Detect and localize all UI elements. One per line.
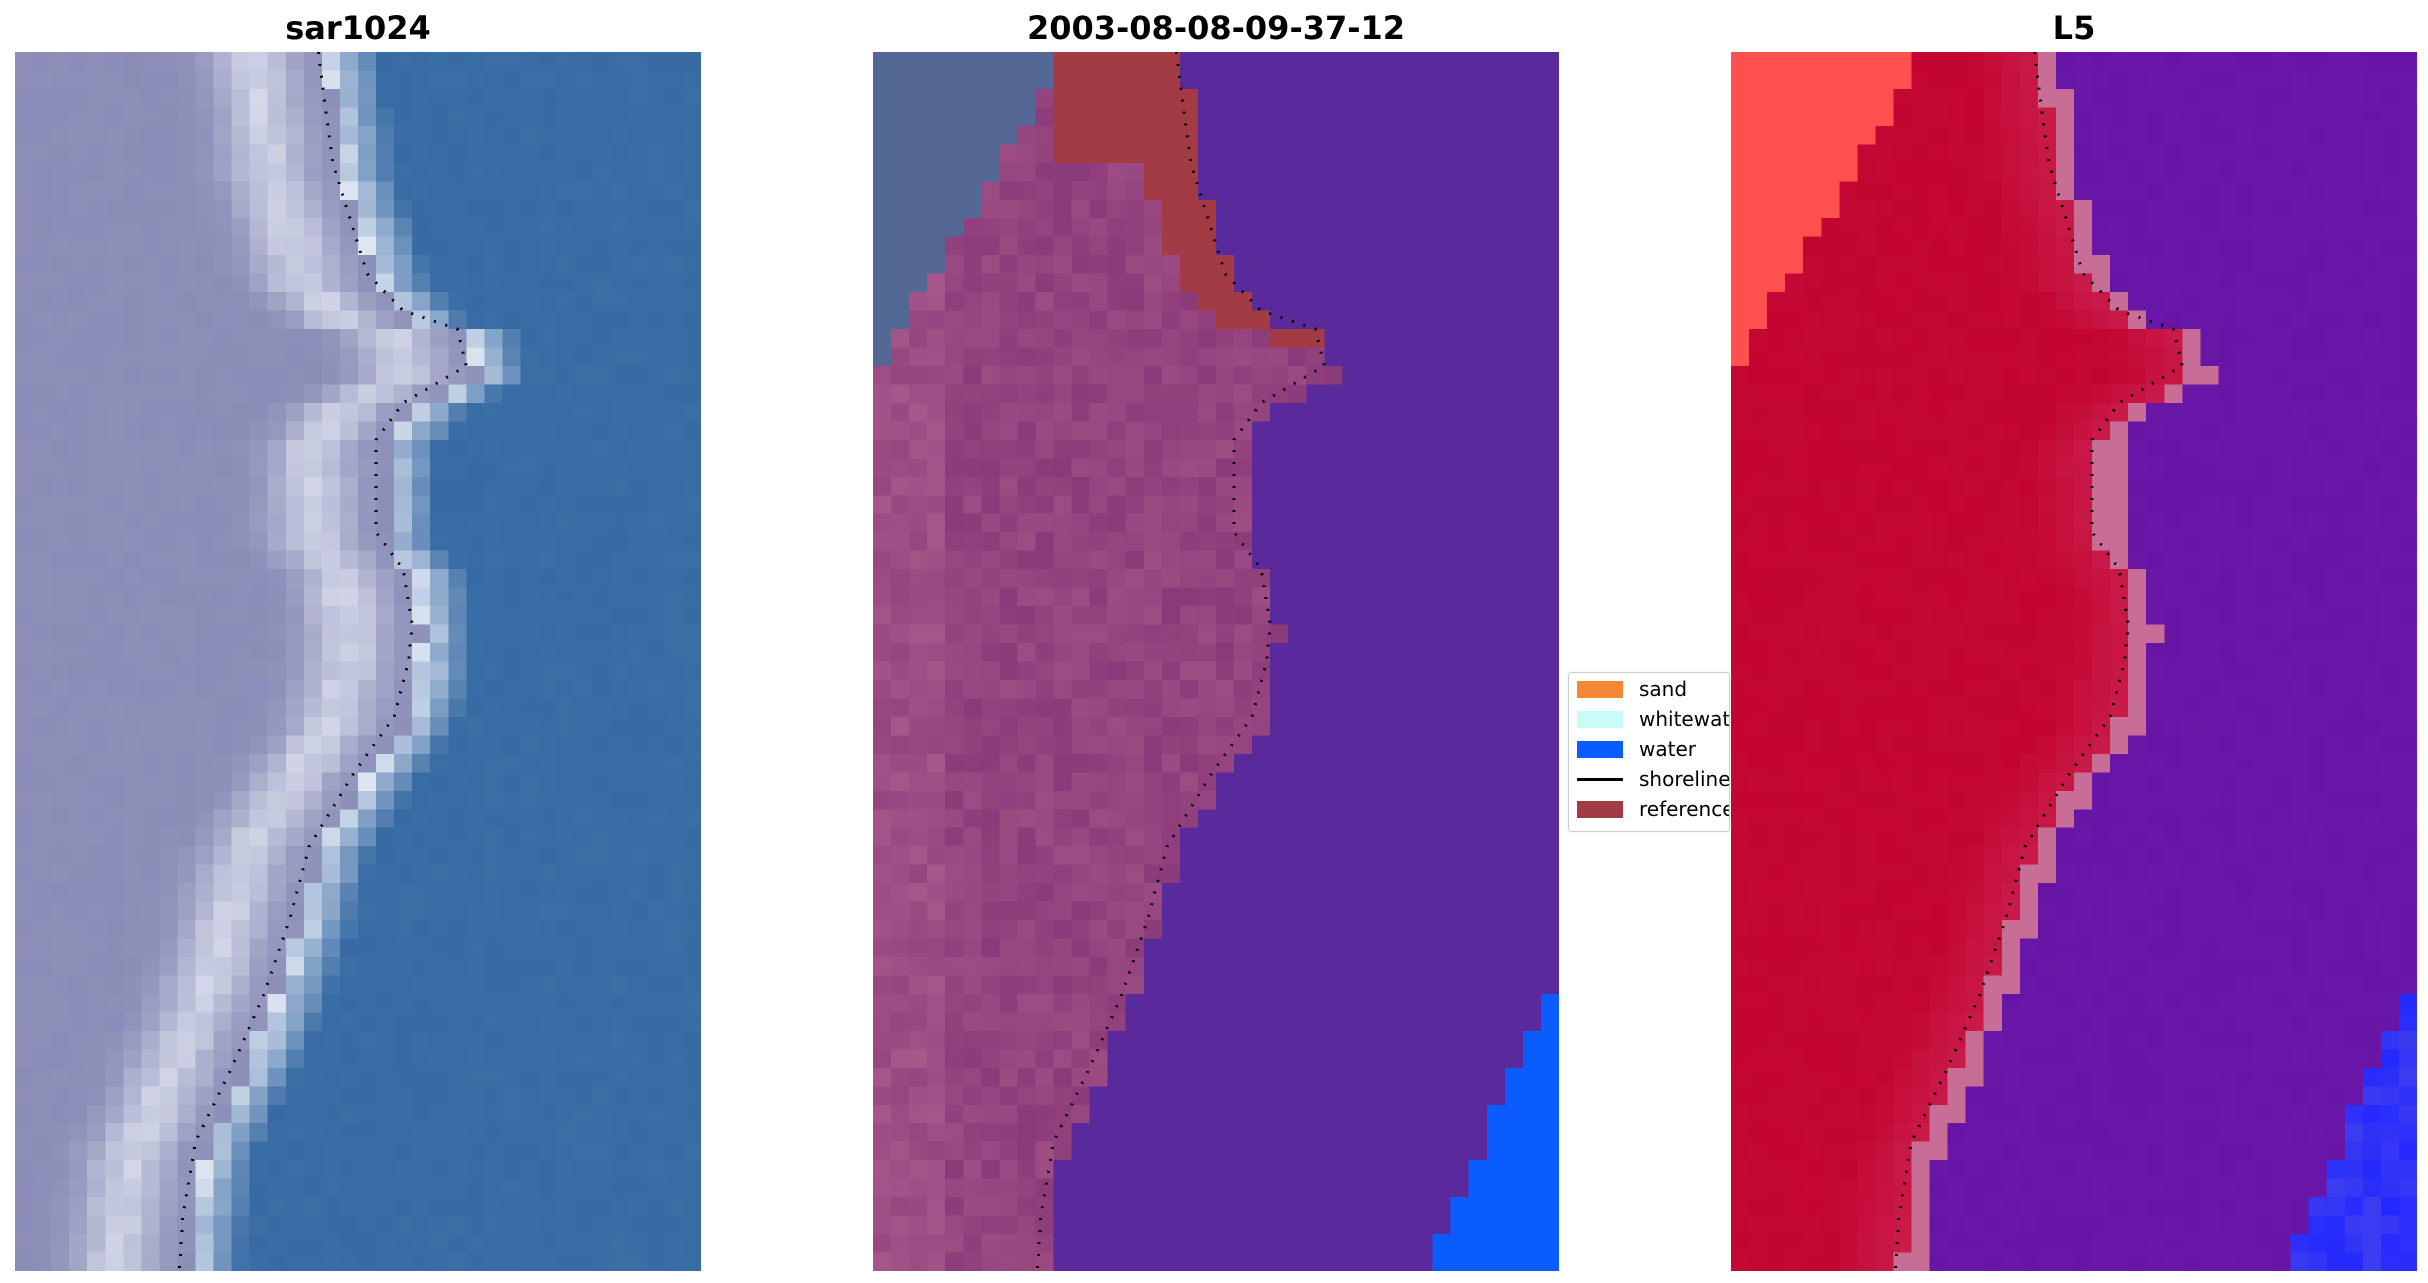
legend-label-sand: sand bbox=[1639, 677, 1688, 701]
probability-raster bbox=[1731, 52, 2417, 1271]
probability-image-panel bbox=[1731, 52, 2417, 1271]
water-swatch bbox=[1577, 740, 1623, 758]
legend-label-reference: reference bbox=[1639, 797, 1730, 821]
legend-label-whitewater: whitewat bbox=[1639, 707, 1730, 731]
rgb-raster bbox=[15, 52, 701, 1271]
classes-raster bbox=[873, 52, 1559, 1271]
whitewater-swatch bbox=[1577, 710, 1623, 728]
legend-label-shoreline: shoreline bbox=[1639, 767, 1730, 791]
legend-item-whitewater: whitewat bbox=[1577, 706, 1730, 732]
classification-image-panel bbox=[873, 52, 1559, 1271]
panel-title-probability: L5 bbox=[2052, 9, 2096, 47]
legend-item-sand: sand bbox=[1577, 676, 1687, 702]
legend-item-reference: reference bbox=[1577, 796, 1730, 822]
legend-item-water: water bbox=[1577, 736, 1696, 762]
shoreline-line-sample bbox=[1577, 777, 1623, 781]
panel-title-classification: 2003-08-08-09-37-12 bbox=[1026, 9, 1406, 47]
legend-label-water: water bbox=[1639, 737, 1696, 761]
legend: sand whitewat water shoreline reference bbox=[1568, 672, 1730, 832]
legend-item-shoreline: shoreline bbox=[1577, 766, 1730, 792]
sand-swatch bbox=[1577, 680, 1623, 698]
panel-title-rgb: sar1024 bbox=[285, 9, 431, 47]
reference-swatch bbox=[1577, 800, 1623, 818]
rgb-image-panel bbox=[15, 52, 701, 1271]
